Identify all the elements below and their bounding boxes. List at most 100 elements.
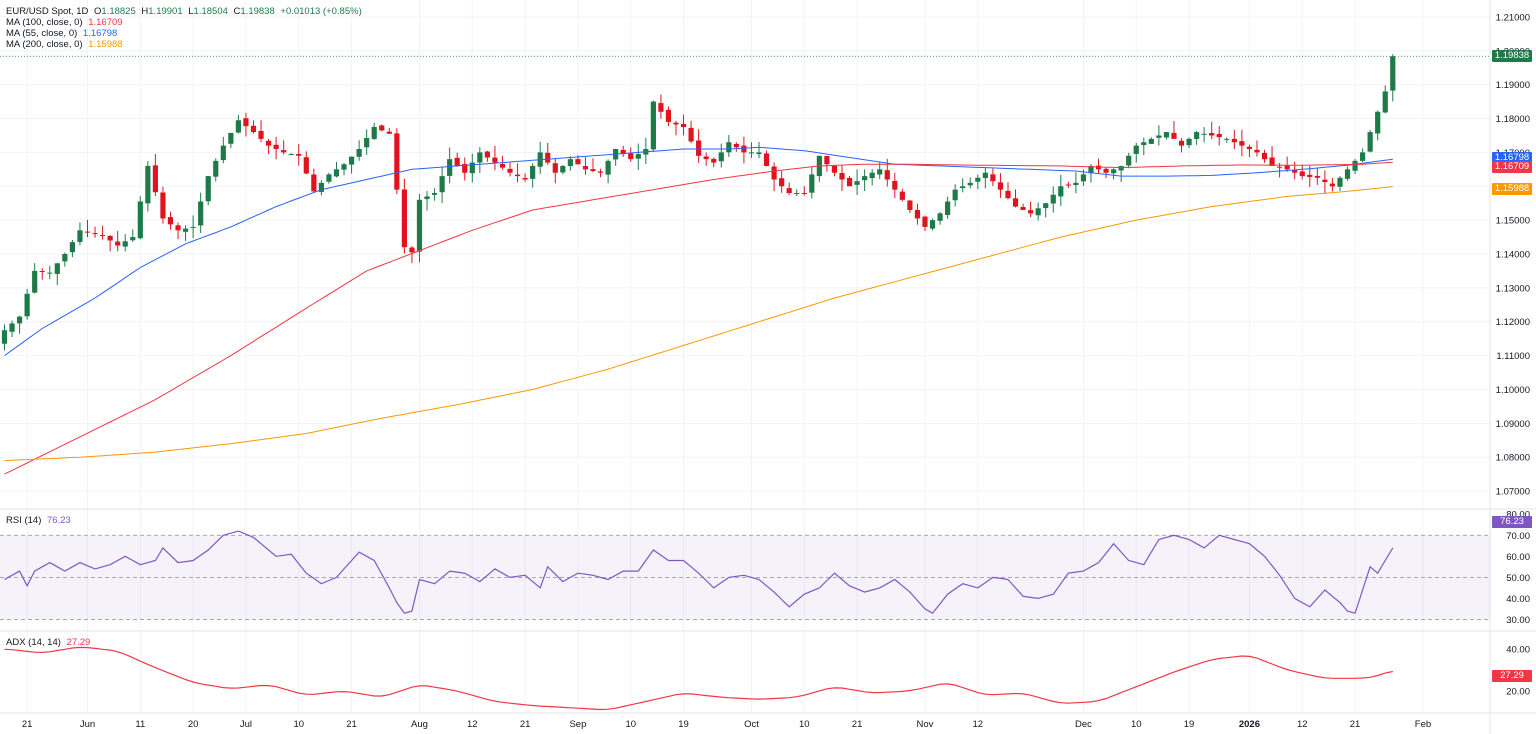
candle-body <box>228 132 234 144</box>
candle-body <box>1020 207 1026 210</box>
ohlc-low: L1.18504 <box>188 6 228 17</box>
time-tick-label: 21 <box>520 719 531 730</box>
candle-body <box>477 152 483 163</box>
candle <box>628 147 634 162</box>
candle-body <box>590 169 596 172</box>
candle-body <box>364 138 370 148</box>
candle-body <box>431 193 438 195</box>
candle-body <box>182 228 189 232</box>
candle <box>1224 137 1230 143</box>
candle-body <box>311 174 317 192</box>
candle-body <box>1050 194 1056 204</box>
candle-body <box>1201 133 1207 135</box>
candle-body <box>507 168 513 173</box>
time-tick-label: Jul <box>240 719 252 730</box>
candle <box>1201 127 1207 143</box>
candle-body <box>341 164 347 170</box>
candle-body <box>1390 56 1396 91</box>
candle-body <box>122 241 128 247</box>
candle-body <box>711 158 717 163</box>
candle-body <box>929 220 936 229</box>
candle <box>152 154 158 197</box>
candle-body <box>869 172 875 179</box>
candle <box>1239 129 1245 157</box>
candle-body <box>205 176 211 202</box>
candle-body <box>884 170 890 180</box>
ma100-legend[interactable]: MA (100, close, 0) 1.16709 <box>6 17 126 28</box>
candle <box>1065 181 1071 189</box>
candle-body <box>1126 155 1132 166</box>
time-tick-label: 21 <box>852 719 863 730</box>
candle <box>1261 149 1268 163</box>
symbol-legend: EUR/USD Spot, 1D O1.18825 H1.19901 L1.18… <box>6 6 365 17</box>
candle <box>945 196 951 219</box>
candle <box>1 324 8 351</box>
candle-body <box>862 176 868 181</box>
rsi-line <box>4 530 1394 614</box>
ma55-legend[interactable]: MA (55, close, 0) 1.16798 <box>6 28 120 39</box>
time-tick-label: 10 <box>625 719 636 730</box>
candle <box>771 162 777 192</box>
price-tick-label: 1.15000 <box>1496 216 1530 227</box>
candle-body <box>1133 145 1139 154</box>
candle <box>680 114 687 136</box>
candle <box>409 246 415 263</box>
rsi-legend[interactable]: RSI (14) 76.23 <box>6 515 74 526</box>
adx-value: 27.29 <box>66 637 91 648</box>
candle <box>1126 152 1132 169</box>
candle-body <box>1254 149 1260 153</box>
candle-body <box>258 130 264 139</box>
candle <box>718 143 724 168</box>
candle <box>846 175 853 187</box>
time-tick-label: 19 <box>678 719 689 730</box>
candle-body <box>296 153 302 156</box>
candle-body <box>741 145 747 153</box>
candle <box>801 186 807 196</box>
candle-body <box>628 153 634 160</box>
candle-body <box>492 157 498 163</box>
candle <box>1269 146 1275 166</box>
candle-body <box>281 150 287 153</box>
rsi-tick-label: 50.00 <box>1506 573 1530 584</box>
candle-body <box>605 160 611 175</box>
candle-body <box>1307 174 1313 177</box>
price-tick-label: 1.10000 <box>1496 385 1530 396</box>
candle <box>205 175 211 206</box>
candle <box>748 142 755 158</box>
candle-body <box>907 200 913 210</box>
rsi-tick-label: 60.00 <box>1506 552 1530 563</box>
candle <box>1367 129 1373 153</box>
candle <box>333 161 340 178</box>
candle-body <box>1148 138 1154 144</box>
candle <box>137 196 143 240</box>
candle-body <box>967 182 973 186</box>
candle-body <box>447 159 453 176</box>
time-tick-label: Aug <box>411 719 428 730</box>
adx-legend[interactable]: ADX (14, 14) 27.29 <box>6 637 93 648</box>
candle <box>1231 129 1237 150</box>
candle <box>1163 131 1170 140</box>
candle <box>1012 189 1019 208</box>
ma-line <box>4 146 1393 357</box>
candle <box>394 128 400 195</box>
candle <box>1005 182 1011 200</box>
adx-line <box>4 646 1393 711</box>
ma200-legend[interactable]: MA (200, close, 0) 1.15988 <box>6 39 126 50</box>
candle <box>145 161 151 212</box>
candle <box>952 184 958 207</box>
candle-body <box>831 165 838 173</box>
candle-body <box>522 177 528 180</box>
candle-body <box>1028 210 1034 214</box>
candle-body <box>265 140 272 146</box>
candle <box>348 156 355 174</box>
candle-body <box>680 123 687 127</box>
candle <box>54 262 60 286</box>
candle <box>914 203 921 225</box>
time-tick-label: Nov <box>917 719 934 730</box>
candle <box>1246 144 1253 158</box>
candle-body <box>24 293 30 317</box>
candle-body <box>1103 168 1109 173</box>
candle <box>9 320 15 338</box>
ma100-label: MA (100, close, 0) <box>6 17 83 28</box>
